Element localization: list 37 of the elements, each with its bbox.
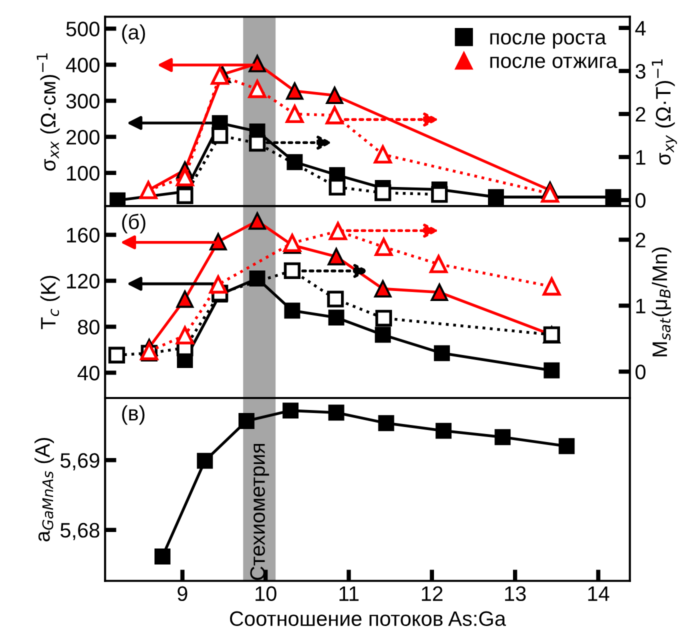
x-tick-label: 10 (256, 586, 276, 602)
y-tick-label: 200 (66, 130, 100, 145)
x-tick-label: 11 (340, 586, 359, 601)
y2-tick-label: 0 (636, 364, 646, 380)
y2-tick-label: 3 (636, 64, 646, 79)
y-tick-label: 80 (78, 320, 100, 334)
y-axis-title: T$_{c}$ (K) (40, 276, 60, 330)
y-tick-label: 5,69 (60, 453, 100, 470)
y2-axis-title: M$_{sat}$(μ$_{B}$/Mn) (652, 248, 672, 356)
annotation: (a) (122, 24, 145, 44)
y2-tick-label: 0 (636, 193, 646, 208)
legend-label: после отжига (490, 56, 618, 68)
y-axis-title: σ$_{xx}$ (Ω·см)$^{−1}$ (36, 53, 60, 171)
x-tick-label: 12 (422, 586, 442, 601)
y2-tick-label: 4 (635, 21, 646, 36)
y2-axis-title: σ$_{xy}$ (Ω·T)$^{−1}$ (652, 59, 677, 165)
x-tick-label: 13 (505, 586, 526, 602)
y-tick-label: 300 (66, 94, 100, 109)
band-label: Стехиометрия (250, 444, 270, 580)
y2-tick-label: 2 (636, 232, 646, 248)
annotation: (б) (122, 214, 146, 234)
annotation: (в) (122, 405, 144, 425)
y-tick-label: 400 (66, 58, 100, 72)
y-tick-label: 40 (78, 366, 100, 380)
x-tick-label: 9 (178, 586, 188, 602)
x-tick-label: 14 (588, 586, 610, 601)
legend-label: после роста (490, 33, 606, 49)
y-axis-title: a$_{GaMnAs}$ (A) (34, 438, 54, 542)
x-axis-title: Соотношение потоков As:Ga (230, 611, 506, 626)
y2-tick-label: 2 (636, 106, 646, 122)
y2-tick-label: 1 (636, 298, 646, 314)
y-tick-label: 160 (67, 228, 100, 243)
y-tick-label: 500 (66, 22, 100, 36)
y-tick-label: 5,68 (60, 522, 100, 540)
y-tick-label: 100 (67, 166, 100, 181)
y-tick-label: 120 (67, 274, 100, 289)
y2-tick-label: 1 (636, 150, 646, 165)
